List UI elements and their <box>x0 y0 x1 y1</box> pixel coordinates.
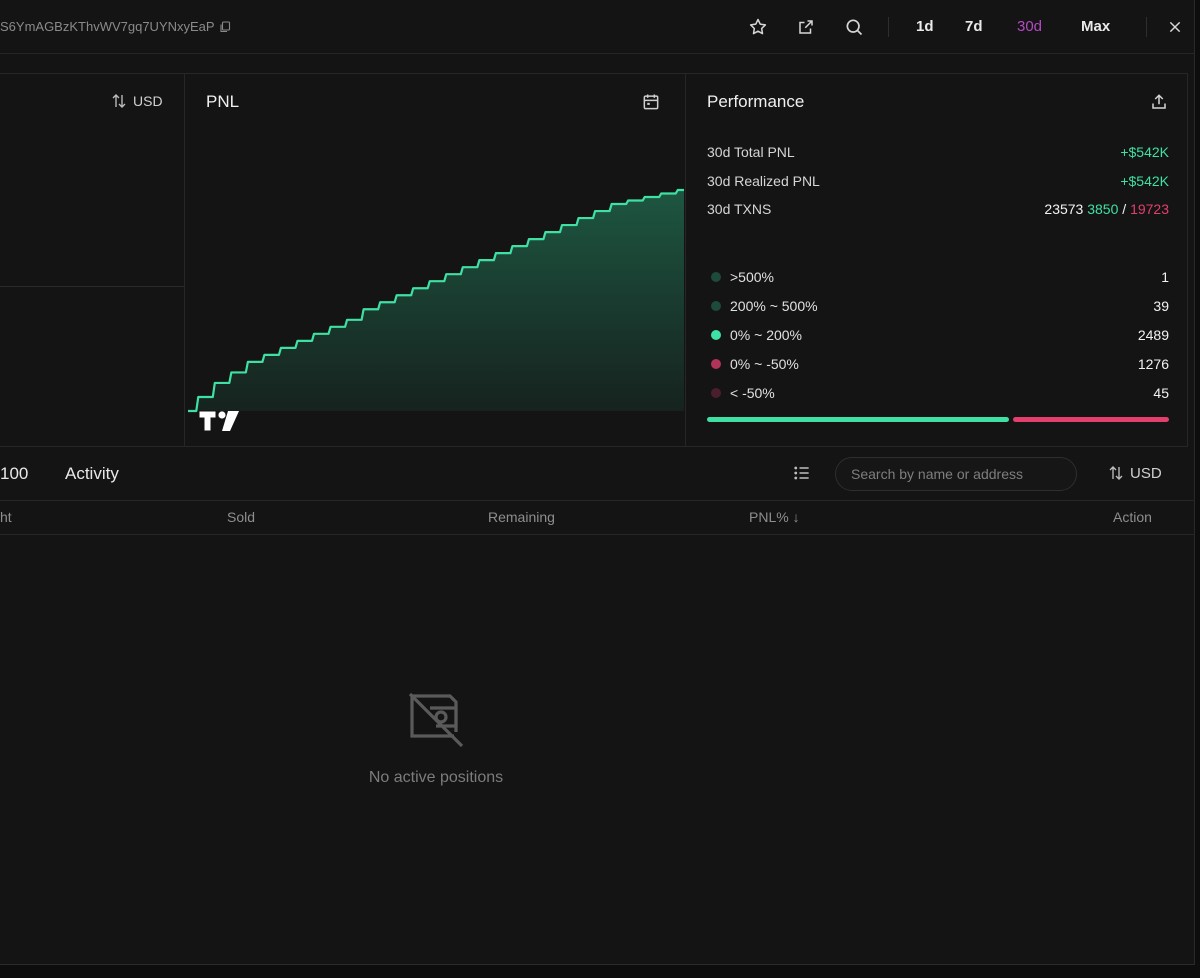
top-bar: S6YmAGBzKThvWV7gq7UYNxyEaP <box>0 0 1195 54</box>
dist-row: >500% 1 <box>707 267 1169 287</box>
dist-row: 0% ~ 200% 2489 <box>707 325 1169 345</box>
dist-label: 0% ~ -50% <box>730 356 799 372</box>
performance-title: Performance <box>707 92 805 111</box>
realized-pnl-value: +$542K <box>1120 173 1169 189</box>
dist-row: 200% ~ 500% 39 <box>707 296 1169 316</box>
table-header: ht Sold Remaining PNL% ↓ Action <box>0 501 1195 535</box>
list-icon[interactable] <box>790 461 814 485</box>
star-icon[interactable] <box>746 15 770 39</box>
dist-count: 2489 <box>1137 327 1169 343</box>
pnl-chart <box>188 188 684 413</box>
realized-pnl-row: 30d Realized PNL +$542K <box>707 173 1169 193</box>
external-link-icon[interactable] <box>794 15 818 39</box>
total-pnl-value: +$542K <box>1120 144 1169 160</box>
col-pnl[interactable]: PNL% ↓ <box>749 509 800 525</box>
txns-buys: 3850 <box>1087 201 1119 217</box>
dist-count: 1276 <box>1137 356 1169 372</box>
dist-label: 200% ~ 500% <box>730 298 818 314</box>
txns-row: 30d TXNS 23573 3850 / 19723 <box>707 201 1169 221</box>
swap-vertical-icon <box>1109 466 1123 480</box>
col-remaining[interactable]: Remaining <box>488 509 555 525</box>
txns-label: 30d TXNS <box>707 201 772 217</box>
dist-dot <box>711 330 721 340</box>
range-max[interactable]: Max <box>1081 18 1111 35</box>
share-icon[interactable] <box>1147 90 1171 114</box>
range-30d[interactable]: 30d <box>1017 18 1043 35</box>
txns-total: 23573 <box>1044 201 1084 217</box>
divider <box>1146 17 1147 37</box>
divider <box>0 286 185 287</box>
col-sold[interactable]: Sold <box>227 509 256 525</box>
dist-dot <box>711 388 721 398</box>
wallet-address[interactable]: S6YmAGBzKThvWV7gq7UYNxyEaP <box>0 19 231 34</box>
swap-vertical-icon <box>112 94 126 108</box>
dist-row: 0% ~ -50% 1276 <box>707 354 1169 374</box>
txns-separator: / <box>1122 201 1127 217</box>
pnl-panel: PNL <box>186 74 686 446</box>
wallet-address-text: S6YmAGBzKThvWV7gq7UYNxyEaP <box>0 19 215 34</box>
currency-toggle[interactable]: USD <box>110 92 163 110</box>
col-bought[interactable]: ht <box>0 509 12 525</box>
tab-activity[interactable]: Activity <box>65 464 119 483</box>
txns-values: 23573 3850 / 19723 <box>1044 201 1169 221</box>
table-currency-label: USD <box>1130 464 1162 482</box>
empty-state: No active positions <box>340 690 532 787</box>
copy-icon[interactable] <box>219 20 231 33</box>
realized-pnl-label: 30d Realized PNL <box>707 173 820 189</box>
dist-label: < -50% <box>730 385 775 401</box>
balance-panel: USD <box>0 74 185 446</box>
dist-count: 45 <box>1153 385 1169 401</box>
pnl-title: PNL <box>206 92 240 111</box>
pnl-area <box>188 190 684 411</box>
dist-dot <box>711 272 721 282</box>
calendar-icon[interactable] <box>639 90 663 114</box>
dist-label: >500% <box>730 269 774 285</box>
table-currency-toggle[interactable]: USD <box>1107 464 1162 482</box>
divider <box>888 17 889 37</box>
txns-sells: 19723 <box>1130 201 1169 217</box>
dist-row: < -50% 45 <box>707 383 1169 403</box>
range-1d[interactable]: 1d <box>916 18 934 35</box>
positions-tabs: 100 Activity USD <box>0 447 1195 501</box>
dist-label: 0% ~ 200% <box>730 327 802 343</box>
total-pnl-row: 30d Total PNL +$542K <box>707 144 1169 164</box>
dist-count: 1 <box>1161 269 1169 285</box>
pnl-line <box>188 188 684 413</box>
dist-count: 39 <box>1153 298 1169 314</box>
tab-holdings[interactable]: 100 <box>0 464 29 483</box>
close-icon[interactable] <box>1163 15 1187 39</box>
col-action: Action <box>1113 509 1152 525</box>
search-input[interactable] <box>835 457 1077 491</box>
search-icon[interactable] <box>842 15 866 39</box>
empty-message: No active positions <box>368 769 504 786</box>
total-pnl-label: 30d Total PNL <box>707 144 795 160</box>
tradingview-logo[interactable] <box>198 410 240 437</box>
performance-panel: Performance 30d Total PNL +$542K 30d Rea… <box>687 74 1187 446</box>
range-7d[interactable]: 7d <box>965 18 983 35</box>
stats-section: USD PNL <box>0 73 1188 447</box>
loss-segment <box>1013 417 1169 422</box>
dist-dot <box>711 301 721 311</box>
no-positions-icon <box>408 692 464 748</box>
win-segment <box>707 417 1009 422</box>
dist-dot <box>711 359 721 369</box>
currency-label: USD <box>133 93 163 109</box>
win-loss-bar <box>707 417 1169 422</box>
